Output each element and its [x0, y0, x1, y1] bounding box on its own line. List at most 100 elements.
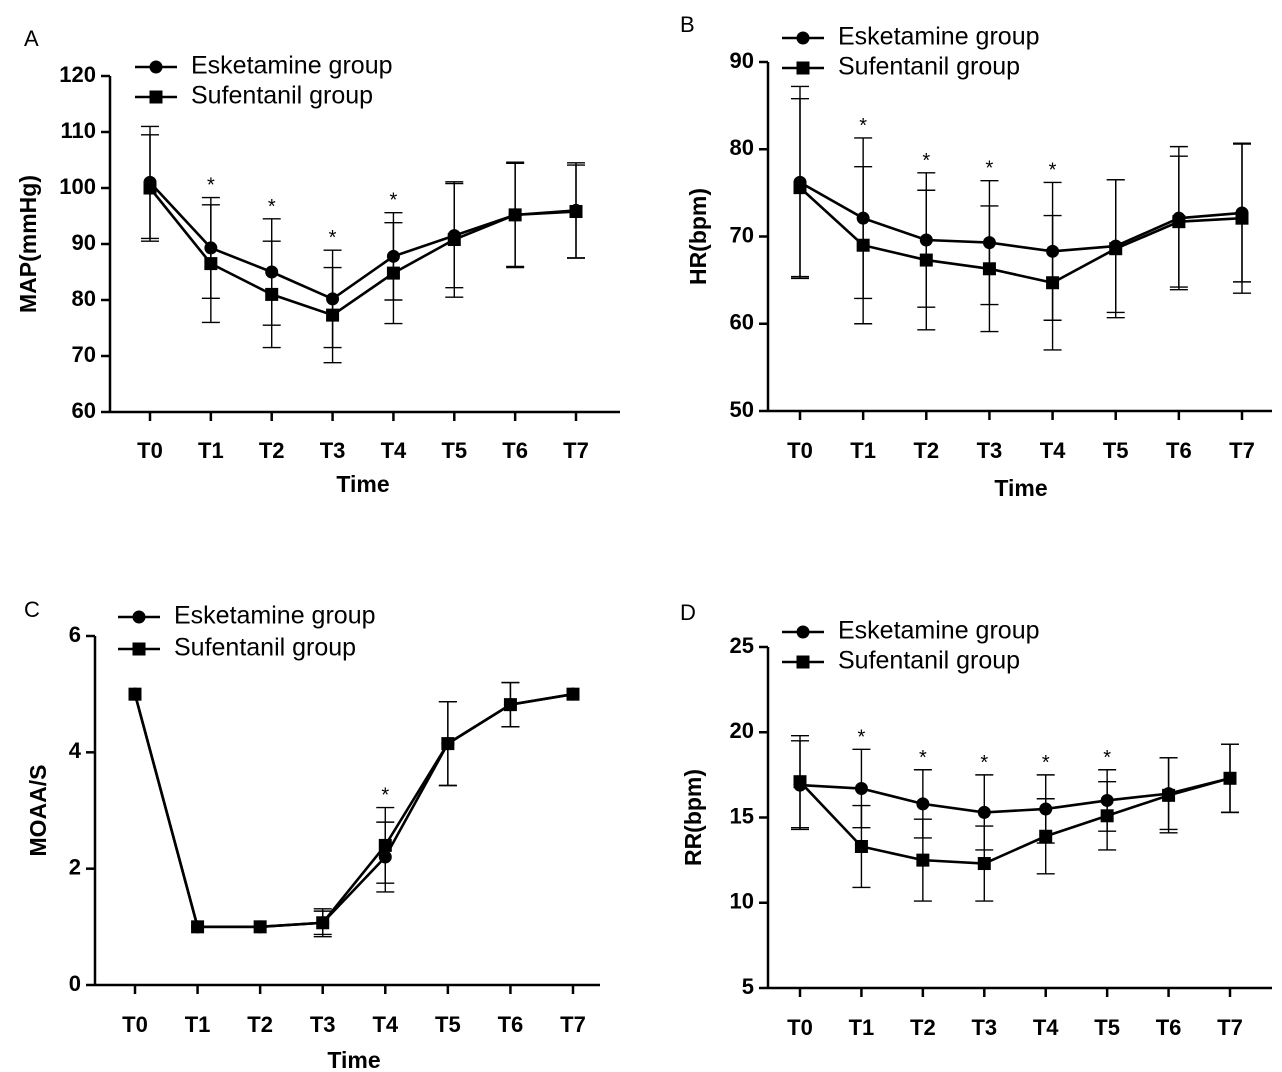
data-point-square	[265, 287, 279, 301]
data-point-square	[191, 920, 205, 934]
significance-star: *	[207, 175, 215, 197]
panel-b: B 50 60 70 80 90 T0 T1 T2 T3 T4 T5 T6 T7 HR(bpm) Time * *…	[680, 12, 1272, 501]
y-axis-title: MAP(mmHg)	[15, 175, 41, 313]
legend-marker-circle	[796, 31, 810, 45]
x-tick-label: T3	[971, 1015, 997, 1040]
x-tick-label: T5	[1103, 438, 1129, 463]
y-tick-label: 60	[72, 398, 96, 423]
legend-label: Sufentanil group	[838, 647, 1020, 675]
x-axis-title: Time	[327, 1047, 380, 1072]
series-sufentanil	[791, 734, 1239, 902]
y-tick-label: 0	[69, 971, 81, 996]
series-line	[799, 186, 1243, 285]
y-axis-title: HR(bpm)	[685, 188, 711, 285]
series-line	[799, 181, 1243, 253]
series-sufentanil	[791, 97, 1251, 351]
panel-a: A 60 70 80 90 100 110 120 T0 T1 T2 T3 T4 T5 T6 T7 MAP(mm…	[15, 26, 620, 497]
x-tick-label: T4	[1040, 438, 1066, 463]
y-tick-label: 5	[742, 974, 754, 999]
y-tick-label: 90	[72, 230, 96, 255]
data-point-square	[1039, 829, 1053, 843]
y-tick-label: 25	[730, 633, 754, 658]
x-axis-title: Time	[994, 475, 1047, 501]
legend-label: Sufentanil group	[838, 53, 1020, 81]
series-sufentanil	[141, 134, 585, 364]
legend-marker-square	[796, 61, 810, 75]
significance-star: *	[1042, 752, 1050, 774]
legend-marker-circle	[132, 610, 146, 624]
data-point-square	[143, 181, 157, 195]
legend-marker-square	[149, 90, 163, 104]
data-point-square	[447, 233, 461, 247]
x-tick-label: T7	[1229, 438, 1255, 463]
significance-star: *	[858, 726, 866, 748]
x-tick-label: T4	[1033, 1015, 1059, 1040]
panel-letter: D	[680, 600, 696, 625]
y-tick-label: 20	[730, 718, 754, 743]
significance-star: *	[986, 158, 994, 180]
significance-star: *	[329, 227, 337, 249]
x-tick-label: T4	[372, 1012, 398, 1037]
data-point-square	[1172, 215, 1186, 229]
significance-star: *	[1049, 159, 1057, 181]
data-point-square	[204, 257, 218, 271]
significance-star: *	[381, 785, 389, 807]
x-tick-label: T5	[1094, 1015, 1120, 1040]
y-tick-label: 100	[59, 174, 96, 199]
x-tick-label: T7	[1217, 1015, 1243, 1040]
x-tick-label: T7	[563, 438, 589, 463]
data-point-square	[128, 687, 142, 701]
x-tick-label: T1	[850, 438, 876, 463]
x-axis-title: Time	[336, 471, 389, 497]
data-point-square	[916, 853, 930, 867]
data-point-square	[441, 737, 455, 751]
data-point-square	[1046, 276, 1060, 290]
data-point-square	[508, 208, 522, 222]
data-point-square	[854, 839, 868, 853]
data-point-square	[1162, 788, 1176, 802]
x-tick-label: T6	[1166, 438, 1192, 463]
significance-star: *	[922, 150, 930, 172]
y-tick-label: 70	[730, 222, 754, 247]
panel-letter: C	[24, 597, 40, 622]
data-point-square	[503, 698, 517, 712]
y-tick-label: 2	[69, 854, 81, 879]
y-tick-label: 6	[69, 622, 81, 647]
y-tick-label: 80	[730, 135, 754, 160]
x-tick-label: T2	[247, 1012, 273, 1037]
panel-c: C 0 2 4 6 T0 T1 T2 T3 T4 T5 T6 T7 MOAA/S Time * Esketami…	[24, 597, 600, 1072]
legend-label: Esketamine group	[838, 617, 1040, 645]
x-tick-label: T2	[259, 438, 285, 463]
data-point-square	[1109, 242, 1123, 256]
data-point-square	[566, 687, 580, 701]
y-tick-label: 15	[730, 803, 754, 828]
data-point-square	[793, 775, 807, 789]
series-sufentanil	[128, 681, 580, 938]
x-tick-label: T0	[787, 438, 813, 463]
x-tick-label: T5	[441, 438, 467, 463]
x-tick-label: T1	[198, 438, 224, 463]
y-tick-label: 10	[730, 889, 754, 914]
series-line	[148, 187, 577, 317]
significance-star: *	[390, 190, 398, 212]
data-point-square	[856, 238, 870, 252]
data-point-circle	[977, 805, 991, 819]
data-point-square	[1223, 771, 1237, 785]
significance-star: *	[859, 115, 867, 137]
y-axis-title: MOAA/S	[25, 765, 51, 857]
x-tick-label: T0	[137, 438, 163, 463]
x-tick-label: T1	[185, 1012, 211, 1037]
x-tick-label: T3	[977, 438, 1003, 463]
data-point-square	[386, 266, 400, 280]
legend-label: Sufentanil group	[191, 82, 373, 110]
x-tick-label: T6	[1156, 1015, 1182, 1040]
data-point-square	[378, 838, 392, 852]
data-point-circle	[916, 797, 930, 811]
legend-label: Esketamine group	[174, 602, 376, 630]
x-tick-label: T6	[502, 438, 528, 463]
series-line	[133, 692, 574, 929]
data-point-square	[326, 308, 340, 322]
legend-label: Esketamine group	[191, 52, 393, 80]
legend-marker-square	[796, 655, 810, 669]
